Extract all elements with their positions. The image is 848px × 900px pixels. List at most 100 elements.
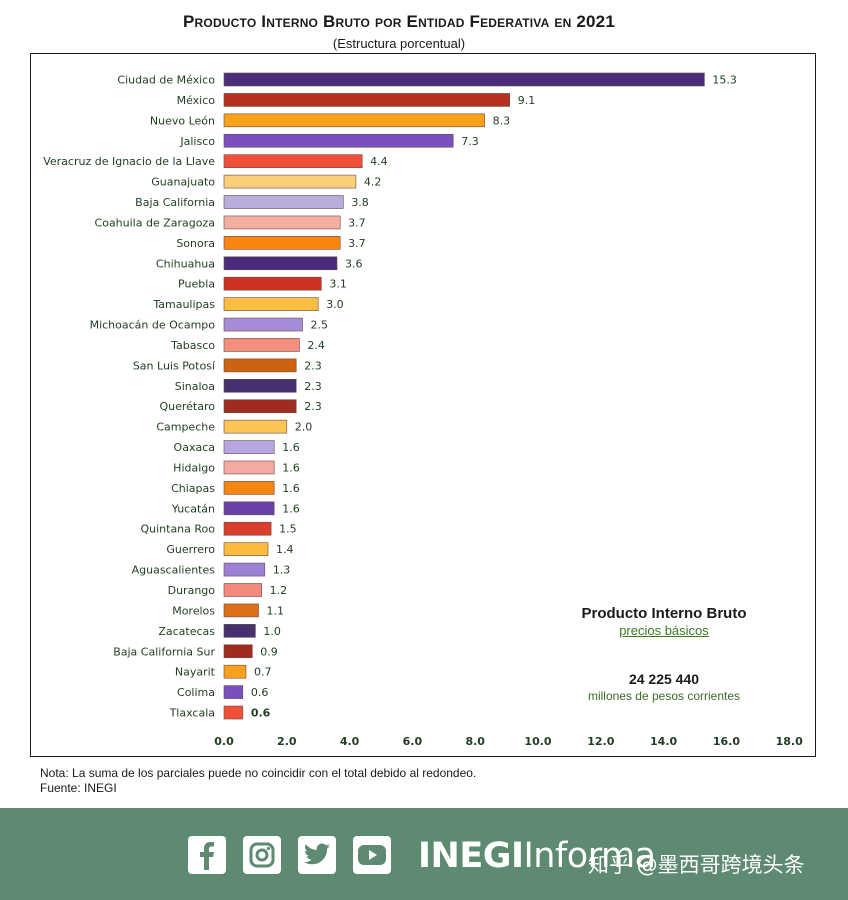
bar (223, 174, 357, 189)
bar (223, 562, 266, 577)
value-label: 1.1 (267, 604, 285, 617)
category-label: Chihuahua (156, 257, 215, 270)
bar (223, 133, 454, 148)
bar (223, 317, 303, 332)
bar (223, 297, 319, 311)
value-label: 0.9 (260, 645, 278, 658)
value-label: 1.6 (282, 461, 300, 474)
category-label: Aguascalientes (132, 564, 216, 577)
gdp-total-value: 24 225 440 (628, 671, 700, 687)
bar (223, 481, 275, 495)
bar (223, 256, 338, 271)
value-label: 2.3 (304, 380, 322, 393)
watermark-text: 知乎 @墨西哥跨境头条 (588, 853, 805, 877)
bar (223, 338, 300, 352)
value-label: 3.0 (326, 298, 344, 311)
value-label: 2.0 (295, 421, 313, 434)
value-label: 4.4 (370, 155, 388, 168)
brand-light: Informa (523, 836, 656, 876)
value-label: 15.3 (712, 74, 737, 87)
value-label: 9.1 (518, 94, 536, 107)
category-label: Baja California (135, 196, 215, 209)
instagram-icon[interactable] (243, 836, 281, 874)
x-tick-label: 0.0 (214, 735, 234, 748)
chart-frame: Ciudad de México 15.3 México 9.1 Nuevo León 8… (30, 53, 816, 757)
value-label: 1.5 (279, 523, 297, 536)
info-title: Producto Interno Bruto (581, 605, 747, 622)
category-label: Oaxaca (174, 441, 215, 454)
value-label: 3.6 (345, 257, 363, 270)
source-note: Fuente: INEGI (40, 781, 117, 795)
value-label: 0.7 (254, 666, 271, 679)
category-label: Coahuila de Zaragoza (95, 216, 215, 229)
value-label: 1.2 (270, 584, 288, 597)
category-label: Chiapas (171, 482, 215, 495)
bar-chart: Ciudad de México 15.3 México 9.1 Nuevo León 8… (43, 72, 803, 748)
category-label: Veracruz de Ignacio de la Llave (43, 155, 215, 168)
value-label: 1.4 (276, 543, 294, 556)
bar (223, 113, 485, 128)
category-label: Querétaro (159, 400, 215, 413)
facebook-icon[interactable] (188, 836, 226, 874)
youtube-icon[interactable] (353, 836, 391, 874)
value-label: 3.1 (329, 278, 347, 291)
value-label: 3.8 (351, 196, 369, 209)
value-label: 0.6 (251, 686, 269, 699)
bar (223, 195, 344, 209)
value-label: 1.6 (282, 482, 300, 495)
category-label: Guerrero (166, 543, 215, 556)
value-label: 1.0 (263, 625, 281, 638)
value-label: 4.2 (364, 176, 382, 189)
value-label: 2.3 (304, 400, 322, 413)
value-label: 3.7 (348, 237, 366, 250)
value-label: 0.6 (251, 707, 271, 720)
x-tick-label: 8.0 (465, 735, 485, 748)
bar (223, 603, 259, 618)
value-label: 2.4 (307, 339, 325, 352)
bar (223, 542, 269, 556)
bar (223, 501, 275, 516)
value-label: 2.3 (304, 359, 322, 372)
bar (223, 705, 244, 720)
bar (223, 399, 297, 414)
rounding-note: Nota: La suma de los parciales puede no … (40, 766, 477, 780)
x-tick-label: 2.0 (277, 735, 297, 748)
footer-bar: INEGIInforma 知乎 @墨西哥跨境头条 (0, 808, 848, 900)
bar (223, 358, 297, 373)
value-label: 2.5 (311, 319, 329, 332)
x-tick-label: 10.0 (524, 735, 551, 748)
value-label: 8.3 (493, 114, 511, 127)
bar (223, 93, 511, 107)
category-label: Yucatán (171, 502, 215, 515)
bar (223, 624, 256, 638)
inegi-informa-logo: INEGIInforma (418, 836, 656, 876)
category-label: Sonora (176, 237, 215, 250)
twitter-icon[interactable] (298, 836, 336, 874)
category-label: Zacatecas (158, 625, 215, 638)
category-label: Nayarit (175, 666, 216, 679)
bar (223, 664, 247, 679)
bar (223, 419, 288, 434)
chart-title: Producto Interno Bruto por Entidad Feder… (183, 12, 615, 31)
category-label: Baja California Sur (113, 645, 215, 658)
bar (223, 236, 341, 250)
x-tick-label: 6.0 (403, 735, 423, 748)
bar (223, 440, 275, 454)
category-label: Colima (177, 686, 215, 699)
category-label: Sinaloa (175, 380, 215, 393)
info-subtitle-link[interactable]: precios básicos (619, 623, 709, 638)
brand-bold: INEGI (418, 836, 524, 876)
bar (223, 685, 244, 699)
category-label: Campeche (156, 421, 215, 434)
bar (223, 215, 341, 230)
category-label: Michoacán de Ocampo (90, 319, 216, 332)
value-label: 3.7 (348, 216, 366, 229)
category-label: México (177, 94, 216, 107)
bar (223, 378, 297, 393)
bar (223, 72, 705, 87)
x-tick-label: 18.0 (776, 735, 803, 748)
value-label: 1.6 (282, 441, 300, 454)
category-label: Tabasco (170, 339, 215, 352)
bar (223, 521, 272, 536)
gdp-unit: millones de pesos corrientes (587, 689, 741, 703)
